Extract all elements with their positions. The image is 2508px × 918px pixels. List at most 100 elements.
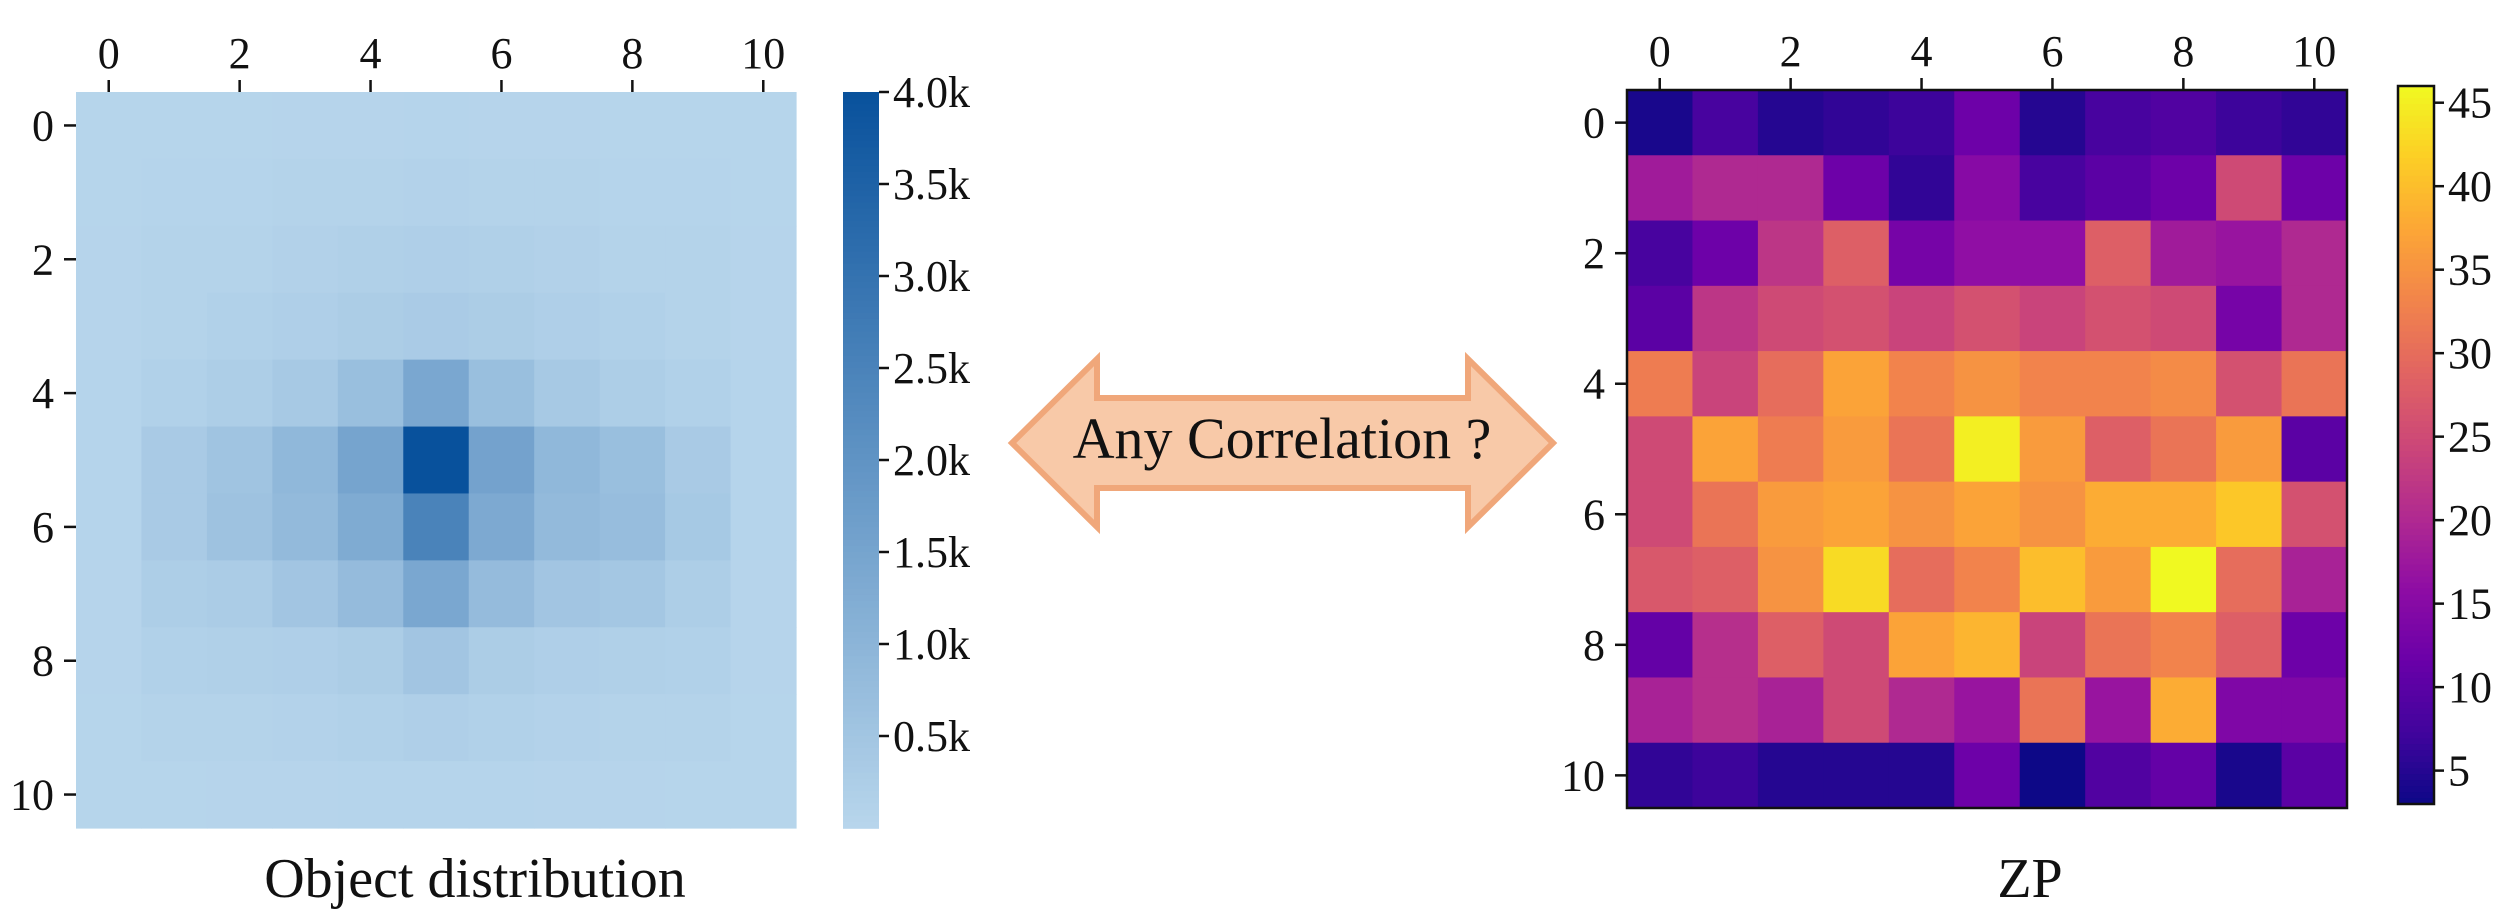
zp-cell (1757, 481, 1824, 548)
zp-colorbar-segment (2398, 504, 2434, 512)
zp-cell (1692, 220, 1759, 287)
object-distribution-cell (730, 292, 797, 361)
zp-colorbar-segment (2398, 241, 2434, 249)
object-distribution-colorbar-segment (843, 337, 879, 345)
zp-cell (1823, 612, 1890, 679)
zp-cell (2216, 742, 2283, 809)
zp-colorbar-segment (2398, 450, 2434, 458)
zp-cell (2019, 481, 2086, 548)
object-distribution-colorbar-segment (843, 306, 879, 314)
zp-cell (2150, 481, 2217, 548)
zp-colorbar-segment (2398, 750, 2434, 757)
object-distribution-cell (141, 493, 208, 561)
zp-colorbar-segment (2398, 780, 2434, 787)
zp-colorbar-segment (2398, 421, 2434, 428)
object-distribution-colorbar-segment (843, 644, 879, 651)
zp-cell (1692, 285, 1759, 352)
object-distribution-colorbar-segment (843, 147, 879, 155)
zp-cell (2150, 155, 2217, 222)
object-distribution-cell (468, 359, 535, 428)
object-distribution-cell (599, 560, 666, 628)
zp-colorbar-segment (2398, 558, 2434, 566)
zp-colorbar-tick-label: 30 (2448, 329, 2492, 378)
object-distribution-cell (403, 694, 470, 762)
zp-colorbar-segment (2398, 331, 2434, 339)
object-distribution-cell (337, 694, 404, 762)
object-distribution-cell (730, 426, 797, 495)
object-distribution-colorbar-segment (843, 699, 879, 707)
object-distribution-colorbar-segment (843, 220, 879, 228)
object-distribution-colorbar-segment (843, 809, 879, 817)
object-distribution-colorbar-segment (843, 263, 879, 271)
object-distribution-cell (141, 292, 208, 361)
zp-colorbar-segment (2398, 456, 2434, 464)
zp-cell (1627, 612, 1694, 679)
zp-colorbar-segment (2398, 552, 2434, 560)
zp-colorbar-segment (2398, 205, 2434, 213)
object-distribution-colorbar-segment (843, 331, 879, 339)
zp-colorbar-segment (2398, 409, 2434, 416)
object-distribution-cell (534, 694, 601, 762)
zp-colorbar-segment (2398, 462, 2434, 470)
zp-colorbar-segment (2398, 468, 2434, 476)
zp-cell (2216, 285, 2283, 352)
zp-colorbar-segment (2398, 594, 2434, 602)
object-distribution-colorbar-segment (843, 625, 879, 633)
zp-cell (1692, 155, 1759, 222)
object-distribution-colorbar-segment (843, 490, 879, 498)
zp-cell (2019, 220, 2086, 287)
object-distribution-colorbar-segment (843, 294, 879, 302)
zp-cell (1692, 677, 1759, 744)
zp-cell (1757, 612, 1824, 679)
zp-cell (1823, 481, 1890, 548)
object-distribution-y-tick-label: 8 (32, 637, 54, 686)
object-distribution-colorbar-segment (843, 570, 879, 578)
object-distribution-cell (141, 359, 208, 428)
zp-colorbar-segment (2398, 403, 2434, 410)
object-distribution-colorbar-segment (843, 214, 879, 222)
zp-colorbar-segment (2398, 199, 2434, 207)
zp-colorbar: 5 10 15 20 25 30 35 40 45 (2396, 79, 2492, 806)
object-distribution-colorbar-segment (843, 502, 879, 510)
zp-colorbar-segment (2398, 427, 2434, 434)
object-distribution-cell (206, 292, 273, 361)
zp-colorbar-segment (2398, 570, 2434, 578)
object-distribution-colorbar-segment (843, 417, 879, 424)
zp-colorbar-segment (2398, 397, 2434, 404)
zp-colorbar-segment (2398, 349, 2434, 357)
zp-cell (1823, 90, 1890, 156)
zp-colorbar-segment (2398, 415, 2434, 422)
zp-cell (1823, 546, 1890, 613)
zp-colorbar-segment (2398, 666, 2434, 674)
object-distribution-cell (272, 292, 339, 361)
object-distribution-cell (599, 359, 666, 428)
zp-cell (1888, 351, 1955, 417)
object-distribution-colorbar-segment (843, 613, 879, 621)
zp-colorbar-segment (2398, 756, 2434, 763)
zp-cell (2216, 677, 2283, 744)
zp-colorbar-segment (2398, 337, 2434, 345)
zp-colorbar-segment (2398, 181, 2434, 189)
object-distribution-cell (206, 158, 273, 227)
zp-colorbar-segment (2398, 546, 2434, 554)
zp-colorbar-segment (2398, 744, 2434, 751)
zp-colorbar-segment (2398, 253, 2434, 261)
zp-cell (1954, 155, 2021, 222)
object-distribution-cell (665, 359, 732, 428)
zp-colorbar-segment (2398, 612, 2434, 620)
object-distribution-colorbar-segment (843, 122, 879, 130)
zp-colorbar-segment (2398, 636, 2434, 644)
object-distribution-cell (468, 158, 535, 227)
object-distribution-cell (76, 92, 143, 160)
object-distribution-colorbar-segment (843, 441, 879, 449)
object-distribution-colorbar-segment (843, 374, 879, 382)
object-distribution-cell (599, 694, 666, 762)
zp-colorbar-segment (2398, 193, 2434, 201)
zp-y-tick-label: 0 (1583, 99, 1605, 148)
zp-cell (2281, 612, 2348, 679)
object-distribution-cell (599, 292, 666, 361)
object-distribution-colorbar-segment (843, 116, 879, 124)
zp-colorbar-segment (2398, 313, 2434, 321)
zp-colorbar-segment (2398, 235, 2434, 243)
